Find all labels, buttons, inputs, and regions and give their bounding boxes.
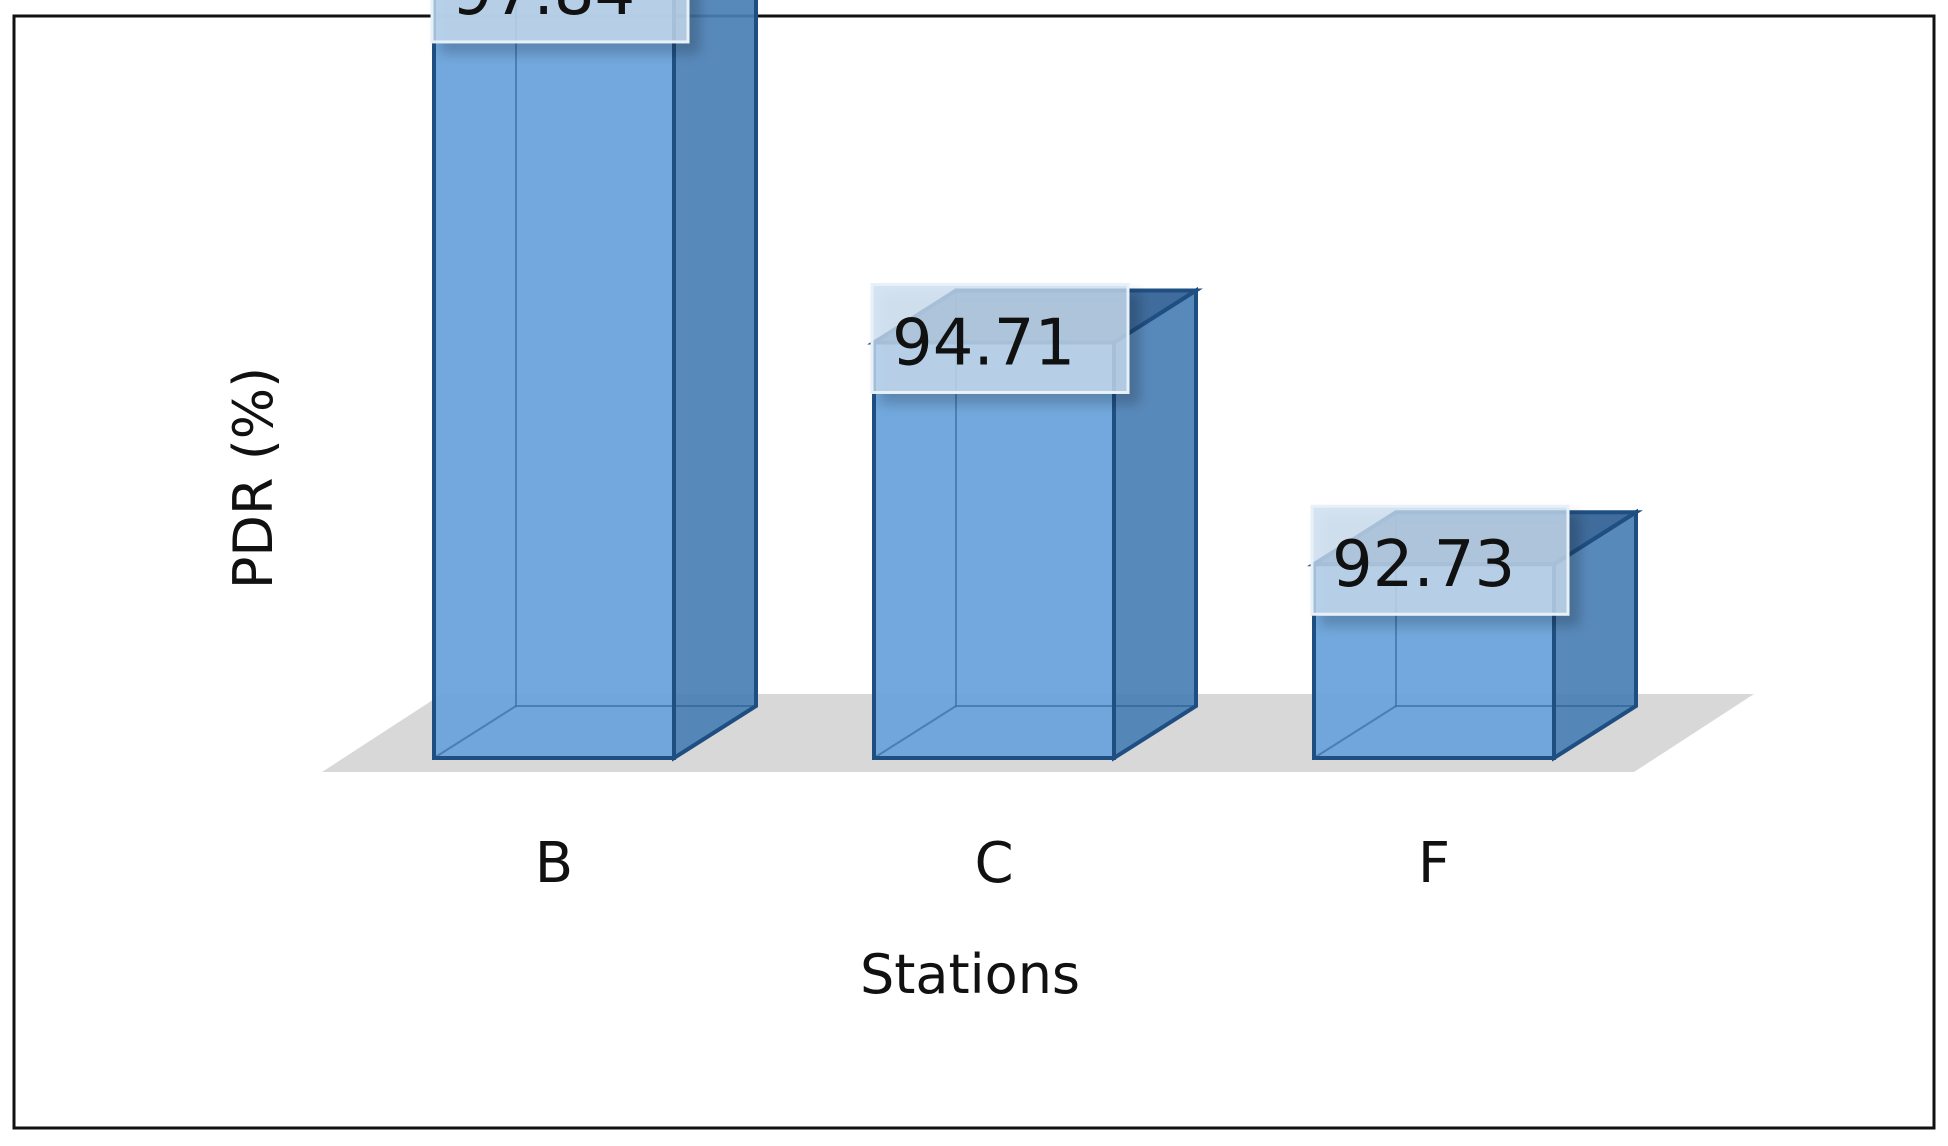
data-label-box-F <box>1310 504 1570 616</box>
data-label-box-B <box>430 0 690 44</box>
data-label-box-C <box>870 282 1130 394</box>
data-label-B: 97.84 <box>430 0 690 44</box>
bar-back-edges-B <box>515 0 756 707</box>
bar-depth-edge-F <box>1313 705 1397 759</box>
labels-layer: 97.84 B 94.71 C 92.73 F <box>430 0 1570 896</box>
x-tick-label-F: F <box>1418 831 1450 896</box>
x-axis-label: Stations <box>860 943 1080 1006</box>
data-label-text-C: 94.71 <box>892 306 1075 380</box>
x-tick-label-C: C <box>974 831 1013 896</box>
x-tick-label-B: B <box>535 831 573 896</box>
bar-front-B <box>432 0 676 761</box>
y-axis-label: PDR (%) <box>222 367 285 589</box>
bar-front-C <box>872 340 1116 760</box>
bar-depth-edge-C <box>873 705 957 759</box>
bar-back-edges-C <box>955 290 1196 707</box>
data-label-text-F: 92.73 <box>1332 528 1515 602</box>
bar-side-B <box>672 0 758 762</box>
data-label-text-B: 97.84 <box>452 0 635 30</box>
bar-B <box>432 0 758 762</box>
bar-depth-edge-B <box>433 705 517 759</box>
data-label-C: 94.71 <box>870 282 1130 394</box>
data-label-F: 92.73 <box>1310 504 1570 616</box>
